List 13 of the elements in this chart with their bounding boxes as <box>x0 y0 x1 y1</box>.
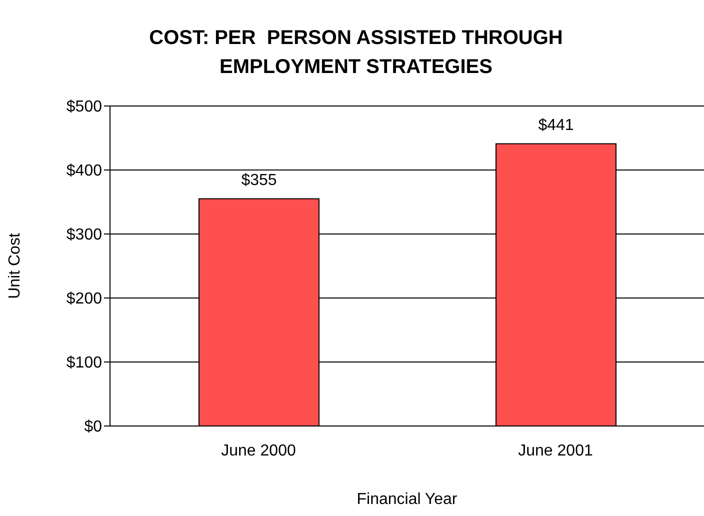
x-tick-label: June 2001 <box>518 442 593 460</box>
y-axis-title: Unit Cost <box>6 232 24 299</box>
y-tick-label: $100 <box>66 354 102 372</box>
y-tick-label: $300 <box>66 226 102 244</box>
data-label: $355 <box>241 172 277 189</box>
y-tick-label: $200 <box>66 290 102 308</box>
y-tick-label: $400 <box>66 162 102 180</box>
data-label: $441 <box>538 116 574 134</box>
y-tick-label: $0 <box>84 418 102 436</box>
chart-title: COST: PER PERSON ASSISTED THROUGH EMPLOYMENT STRATEGIES <box>148 26 564 80</box>
x-tick-label: June 2000 <box>221 442 296 460</box>
y-tick-label: $500 <box>66 98 102 116</box>
x-axis-title: Financial Year <box>356 491 458 508</box>
